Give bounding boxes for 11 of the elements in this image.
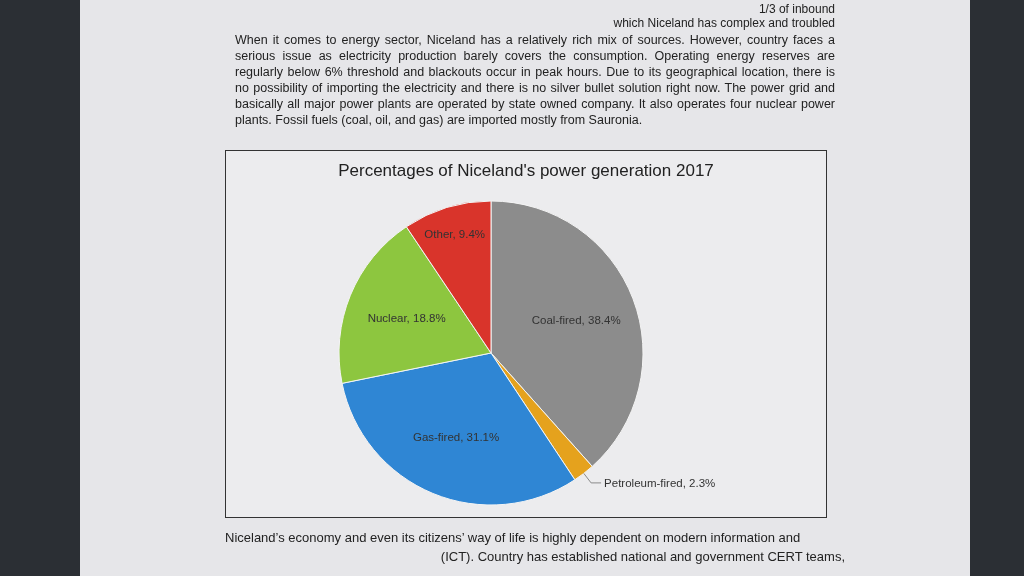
text: (ICT). Country has established national and government CERT teams, bbox=[439, 548, 845, 566]
text: Niceland’s economy and even its citizens’ way of life is highly dependent on modern information and bbox=[225, 529, 802, 547]
slice-label: Gas-fired, 31.1% bbox=[412, 431, 500, 444]
text: When it comes to energy sector, Niceland has a relatively rich mix of sources. However, country faces a serious issue as electricity production barely covers the consumption. Operating energy reserves are regularly below 6% threshold and blackouts occur in peak hours. Due to its geographical location, there is no possibility of importing the electricity and there is no silver bullet solution right now. The power grid and basically all major power plants are operated by state owned company. It also operates four nuclear power plants. Fossil fuels (coal, oil, and gas) are imported mostly from Sauronia. bbox=[235, 32, 835, 128]
slice-label: Petroleum-fired, 2.3% bbox=[604, 476, 716, 489]
slice-label: Other, 9.4% bbox=[424, 227, 486, 240]
slice-label: Coal-fired, 38.4% bbox=[531, 314, 621, 327]
text: which Niceland has complex and troubled bbox=[612, 16, 835, 30]
text: 1/3 of inbound bbox=[757, 2, 835, 16]
chart-title: Percentages of Niceland's power generation 2017 bbox=[337, 161, 715, 182]
slice-label: Nuclear, 18.8% bbox=[367, 312, 446, 325]
